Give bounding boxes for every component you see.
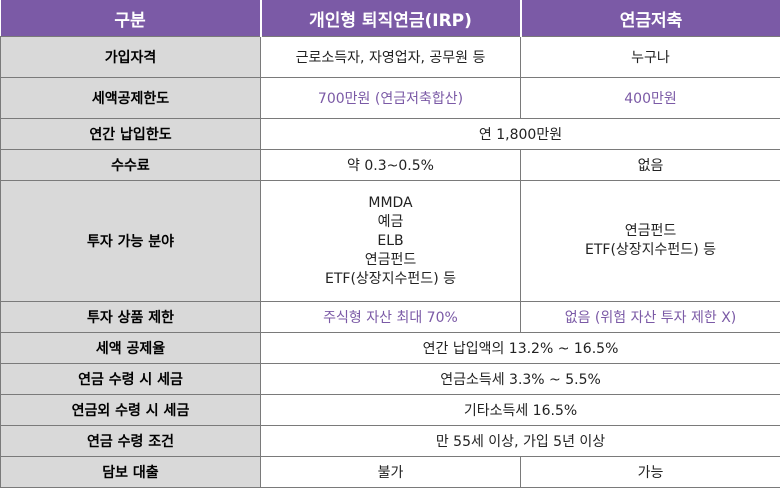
investment-item: 연금펀드 (364, 251, 417, 268)
row-label: 연금 수령 조건 (0, 425, 261, 457)
row-label: 투자 상품 제한 (0, 301, 261, 333)
investment-item: ETF(상장지수펀드) 등 (325, 270, 456, 287)
row-label: 수수료 (0, 149, 261, 181)
pension-value: 연금펀드 ETF(상장지수펀드) 등 (520, 180, 780, 302)
row-label: 가입자격 (0, 36, 261, 78)
irp-value: 불가 (260, 456, 521, 488)
header-irp: 개인형 퇴직연금(IRP) (259, 0, 522, 37)
row-label: 세액 공제율 (0, 332, 261, 364)
table-row: 투자 가능 분야 MMDA 예금 ELB 연금펀드 ETF(상장지수펀드) 등 … (0, 180, 780, 302)
header-category: 구분 (0, 0, 262, 37)
shared-value: 연금소득세 3.3% ~ 5.5% (260, 363, 780, 395)
pension-value: 400만원 (520, 77, 780, 119)
pension-value: 가능 (520, 456, 780, 488)
pension-value: 없음 (위험 자산 투자 제한 X) (520, 301, 780, 333)
pension-value: 누구나 (520, 36, 780, 78)
shared-value: 연 1,800만원 (260, 118, 780, 150)
row-label: 연간 납입한도 (0, 118, 261, 150)
header-row: 구분 개인형 퇴직연금(IRP) 연금저축 (0, 0, 780, 37)
investment-item: MMDA (368, 194, 413, 211)
irp-value: 근로소득자, 자영업자, 공무원 등 (260, 36, 521, 78)
table-row: 연간 납입한도 연 1,800만원 (0, 118, 780, 150)
table-row: 연금 수령 조건 만 55세 이상, 가입 5년 이상 (0, 425, 780, 457)
irp-value: 700만원 (연금저축합산) (260, 77, 521, 119)
row-label: 담보 대출 (0, 456, 261, 488)
shared-value: 기타소득세 16.5% (260, 394, 780, 426)
table-row: 가입자격 근로소득자, 자영업자, 공무원 등 누구나 (0, 36, 780, 78)
shared-value: 만 55세 이상, 가입 5년 이상 (260, 425, 780, 457)
investment-item: 연금펀드 (624, 223, 677, 239)
row-label: 투자 가능 분야 (0, 180, 261, 302)
irp-value: 약 0.3~0.5% (260, 149, 521, 181)
table-row: 연금 수령 시 세금 연금소득세 3.3% ~ 5.5% (0, 363, 780, 395)
row-label: 연금 수령 시 세금 (0, 363, 261, 395)
irp-value: 주식형 자산 최대 70% (260, 301, 521, 333)
investment-item: 예금 (377, 213, 404, 230)
table-row: 연금외 수령 시 세금 기타소득세 16.5% (0, 394, 780, 426)
investment-item: ELB (377, 232, 404, 249)
table-row: 세액 공제율 연간 납입액의 13.2% ~ 16.5% (0, 332, 780, 364)
investment-item: ETF(상장지수펀드) 등 (585, 242, 716, 258)
table-row: 담보 대출 불가 가능 (0, 456, 780, 488)
header-pension-savings: 연금저축 (519, 0, 780, 37)
row-label: 세액공제한도 (0, 77, 261, 119)
irp-value: MMDA 예금 ELB 연금펀드 ETF(상장지수펀드) 등 (260, 180, 521, 302)
table-row: 수수료 약 0.3~0.5% 없음 (0, 149, 780, 181)
table-row: 세액공제한도 700만원 (연금저축합산) 400만원 (0, 77, 780, 119)
shared-value: 연간 납입액의 13.2% ~ 16.5% (260, 332, 780, 364)
pension-value: 없음 (520, 149, 780, 181)
row-label: 연금외 수령 시 세금 (0, 394, 261, 426)
table-row: 투자 상품 제한 주식형 자산 최대 70% 없음 (위험 자산 투자 제한 X… (0, 301, 780, 333)
